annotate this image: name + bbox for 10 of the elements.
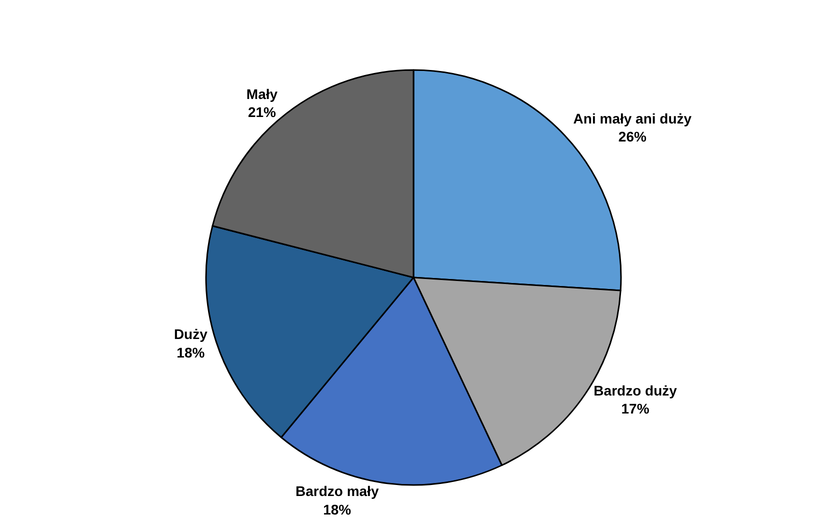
data-label: 26% <box>618 128 647 145</box>
slice-label: Ani mały ani duży <box>573 110 692 126</box>
slice-label: Duży <box>174 326 208 342</box>
slice-label: Bardzo duży <box>594 382 678 398</box>
data-label: 18% <box>176 344 206 360</box>
data-label: 18% <box>323 501 352 518</box>
data-label: 17% <box>621 400 650 417</box>
slice-label: Bardzo mały <box>295 483 379 500</box>
slice-label: Mały <box>246 86 278 102</box>
data-label: 21% <box>248 104 277 120</box>
